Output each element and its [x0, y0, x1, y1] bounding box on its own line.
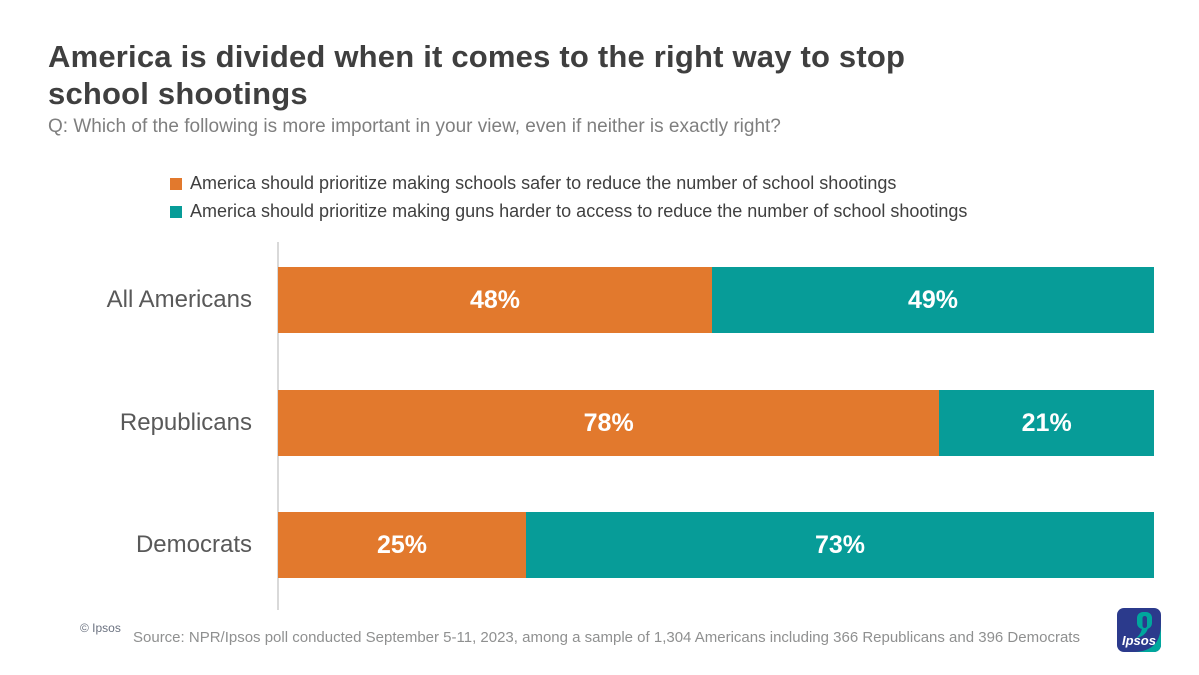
- bar-segment-schools-safer: 48%: [278, 267, 712, 333]
- bar-value-label: 49%: [907, 285, 959, 314]
- bar-value-label: 25%: [376, 530, 428, 559]
- category-label: Democrats: [135, 531, 252, 558]
- bar-group: 25% 73%: [278, 512, 1154, 578]
- bar-row-democrats: Democrats 25% 73%: [0, 512, 1199, 578]
- ipsos-logo-icon: Ipsos: [1117, 608, 1161, 652]
- legend-swatch-orange-icon: [170, 177, 182, 190]
- bar-segment-guns-harder: 73%: [525, 512, 1154, 578]
- bar-row-all-americans: All Americans 48% 49%: [0, 267, 1199, 333]
- legend-item-schools-safer: America should prioritize making schools…: [170, 173, 967, 194]
- copyright-text: © Ipsos: [80, 621, 121, 635]
- bar-segment-schools-safer: 25%: [278, 512, 526, 578]
- chart-legend: America should prioritize making schools…: [170, 173, 967, 222]
- legend-swatch-teal-icon: [170, 205, 182, 218]
- page-title: America is divided when it comes to the …: [48, 38, 1128, 112]
- page-title-line-2: school shootings: [48, 76, 308, 112]
- bar-value-label: 78%: [583, 408, 634, 437]
- bar-segment-guns-harder: 21%: [939, 390, 1154, 456]
- bar-group: 78% 21%: [278, 390, 1154, 456]
- bar-segment-guns-harder: 49%: [712, 267, 1154, 333]
- svg-text:Ipsos: Ipsos: [1122, 633, 1156, 648]
- page-title-line-1: America is divided when it comes to the …: [48, 39, 906, 74]
- question-subtitle: Q: Which of the following is more import…: [48, 116, 781, 137]
- bar-value-label: 21%: [1021, 408, 1072, 437]
- category-label: Republicans: [119, 409, 252, 436]
- legend-label: America should prioritize making schools…: [190, 173, 897, 193]
- source-text: Source: NPR/Ipsos poll conducted Septemb…: [133, 629, 1080, 646]
- bar-row-republicans: Republicans 78% 21%: [0, 390, 1199, 456]
- legend-item-guns-harder: America should prioritize making guns ha…: [170, 201, 967, 222]
- legend-label: America should prioritize making guns ha…: [190, 201, 968, 221]
- category-label: All Americans: [106, 286, 252, 313]
- bar-value-label: 73%: [814, 530, 866, 559]
- bar-value-label: 48%: [469, 285, 521, 314]
- bar-group: 48% 49%: [278, 267, 1154, 333]
- stacked-bar-chart: All Americans 48% 49% Republicans 78% 21…: [0, 240, 1199, 612]
- ipsos-logo: Ipsos: [1117, 608, 1161, 652]
- bar-segment-schools-safer: 78%: [278, 390, 940, 456]
